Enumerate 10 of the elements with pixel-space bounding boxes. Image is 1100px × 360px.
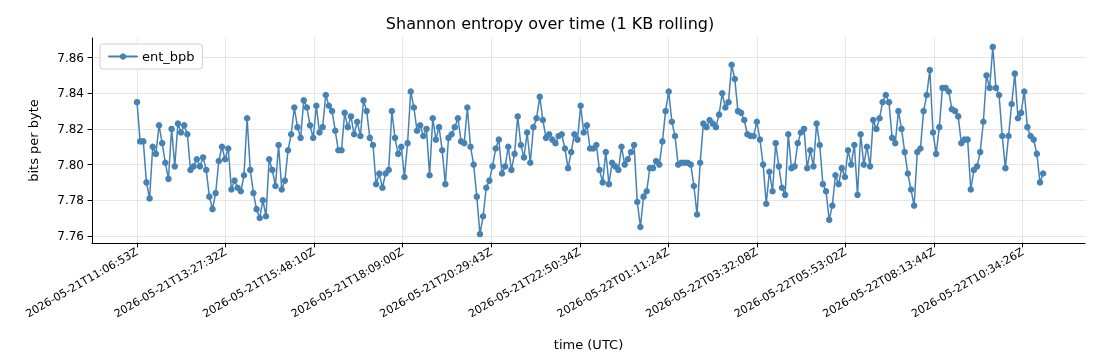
y-tick-label: 7.84 [57,86,84,101]
y-tick-label: 7.86 [57,50,84,65]
legend-label: ent_bpb [142,49,195,64]
x-axis-title: time (UTC) [553,337,624,352]
y-tick-label: 7.80 [57,157,84,172]
y-axis-title: bits per byte [26,99,41,182]
y-tick-label: 7.76 [57,228,84,243]
chart-title: Shannon entropy over time (1 KB rolling) [385,13,715,33]
y-tick-label: 7.82 [57,121,84,136]
y-tick-label: 7.78 [57,193,84,208]
